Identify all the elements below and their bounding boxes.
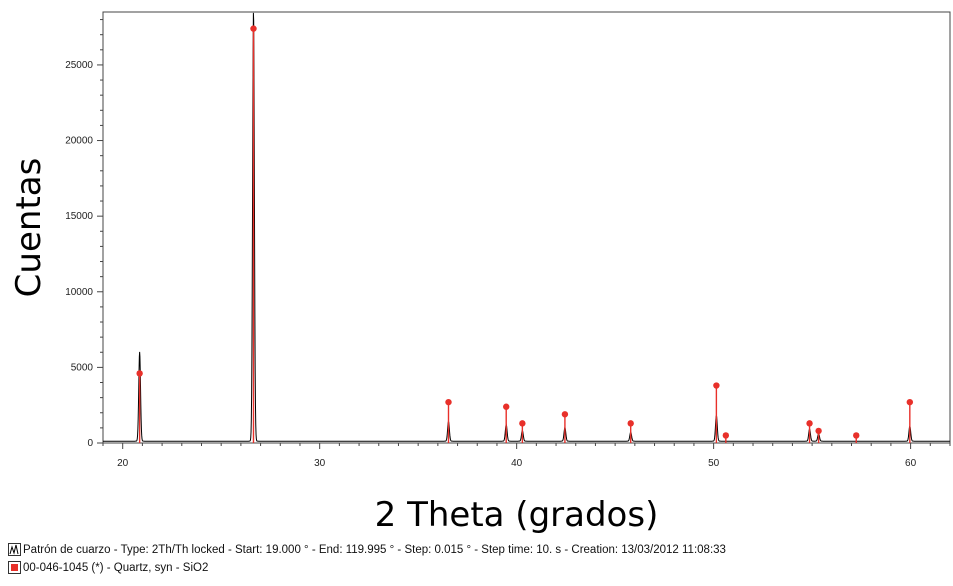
y-tick-label: 10000: [65, 287, 93, 298]
x-tick-label: 40: [511, 458, 523, 469]
reference-marker: [853, 432, 860, 439]
pattern-line-icon: [8, 543, 21, 556]
pattern-series-line: [103, 12, 950, 442]
reference-marker: [519, 420, 526, 427]
legend-entry-reference: 00-046-1045 (*) - Quartz, syn - SiO2: [8, 561, 208, 574]
legend-pattern-text: Patrón de cuarzo - Type: 2Th/Th locked -…: [23, 543, 726, 556]
reference-marker: [906, 398, 914, 406]
plot-frame: [102, 11, 951, 444]
y-tick-label: 15000: [65, 211, 93, 222]
x-tick-label: 60: [905, 458, 917, 469]
reference-marker-icon: [8, 561, 21, 574]
reference-marker: [806, 420, 813, 427]
legend-reference-text: 00-046-1045 (*) - Quartz, syn - SiO2: [23, 561, 209, 574]
reference-marker: [627, 420, 634, 427]
y-tick-label: 20000: [65, 136, 93, 147]
reference-marker: [815, 427, 822, 435]
reference-marker: [713, 382, 720, 389]
x-tick-label: 30: [314, 458, 326, 469]
reference-marker: [561, 411, 569, 418]
y-axis-title: Cuentas: [9, 158, 49, 298]
reference-marker: [250, 25, 257, 32]
legend-entry-pattern: Patrón de cuarzo - Type: 2Th/Th locked -…: [8, 543, 726, 556]
y-tick-label: 0: [87, 438, 93, 449]
x-tick-label: 20: [117, 458, 129, 469]
reference-marker: [503, 403, 510, 410]
x-tick-label: 50: [708, 458, 720, 469]
reference-marker: [722, 432, 730, 439]
y-tick-label: 25000: [65, 60, 93, 71]
x-axis-title: 2 Theta (grados): [375, 495, 659, 535]
reference-marker: [136, 370, 143, 377]
reference-marker: [445, 398, 452, 406]
y-tick-label: 5000: [71, 362, 94, 373]
